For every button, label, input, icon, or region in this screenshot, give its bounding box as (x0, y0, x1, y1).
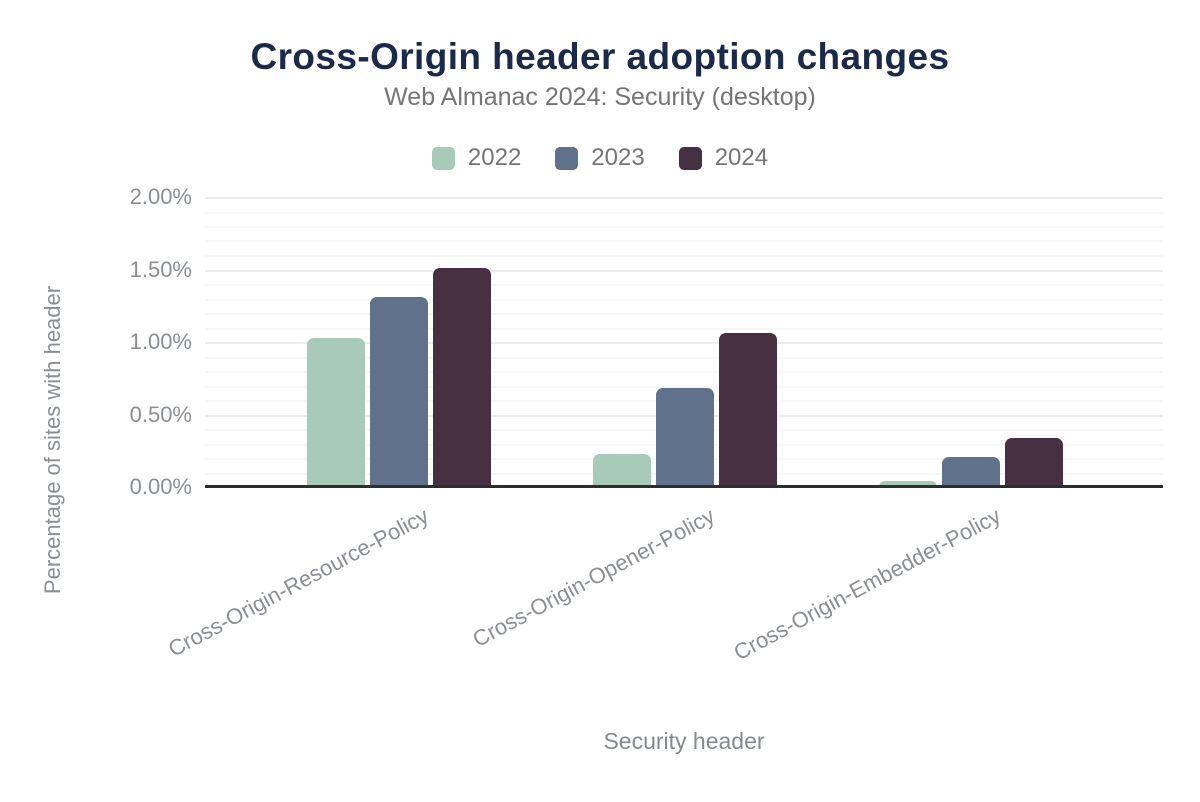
bar-2023-cross-origin-opener-policy[interactable] (656, 388, 714, 487)
gridline-minor (205, 255, 1163, 257)
gridline-minor (205, 357, 1163, 359)
bar-2024-cross-origin-opener-policy[interactable] (719, 333, 777, 487)
x-axis-line (205, 485, 1163, 488)
legend-item-2024: 2024 (678, 144, 769, 172)
legend-label-2022: 2022 (467, 144, 522, 171)
y-tick-label: 0.00% (129, 474, 192, 499)
gridline-minor (205, 226, 1163, 228)
y-tick-label: 0.50% (129, 402, 192, 427)
x-tick-label-cross-origin-embedder-policy: Cross-Origin-Embedder-Policy (729, 503, 1005, 666)
y-tick-label: 1.00% (129, 329, 192, 354)
gridline-major (205, 270, 1163, 272)
gridline-minor (205, 328, 1163, 330)
gridline-minor (205, 313, 1163, 315)
x-tick-label-cross-origin-resource-policy: Cross-Origin-Resource-Policy (164, 503, 433, 662)
chart-title: Cross-Origin header adoption changes (250, 36, 950, 77)
gridline-minor (205, 284, 1163, 286)
legend: 2022 2023 2024 (0, 144, 1200, 172)
gridline-minor (205, 386, 1163, 388)
bar-2023-cross-origin-embedder-policy[interactable] (942, 457, 1000, 487)
bar-2022-cross-origin-resource-policy[interactable] (307, 338, 365, 487)
bar-2022-cross-origin-embedder-policy[interactable] (879, 481, 937, 487)
legend-item-2023: 2023 (555, 144, 645, 172)
gridline-major (205, 342, 1163, 344)
bar-2024-cross-origin-embedder-policy[interactable] (1005, 438, 1063, 487)
gridline-minor (205, 299, 1163, 301)
x-tick-label-cross-origin-opener-policy: Cross-Origin-Opener-Policy (468, 503, 719, 652)
gridline-minor (205, 212, 1163, 214)
legend-label-2023: 2023 (591, 144, 645, 171)
legend-label-2024: 2024 (714, 144, 769, 171)
bar-2022-cross-origin-opener-policy[interactable] (593, 454, 651, 487)
legend-item-2022: 2022 (431, 144, 522, 172)
chart-subtitle: Web Almanac 2024: Security (desktop) (384, 83, 816, 111)
y-axis-title: Percentage of sites with header (40, 285, 65, 595)
legend-swatch-2024 (678, 146, 702, 170)
gridline-major (205, 197, 1163, 199)
bar-2024-cross-origin-resource-policy[interactable] (433, 268, 491, 487)
x-axis-title: Security header (603, 728, 765, 754)
gridline-minor (205, 240, 1163, 242)
y-tick-label: 2.00% (129, 184, 192, 209)
legend-swatch-2023 (555, 146, 579, 170)
y-tick-label: 1.50% (129, 257, 192, 282)
gridline-minor (205, 371, 1163, 373)
legend-swatch-2022 (431, 146, 455, 170)
bar-2023-cross-origin-resource-policy[interactable] (370, 297, 428, 487)
